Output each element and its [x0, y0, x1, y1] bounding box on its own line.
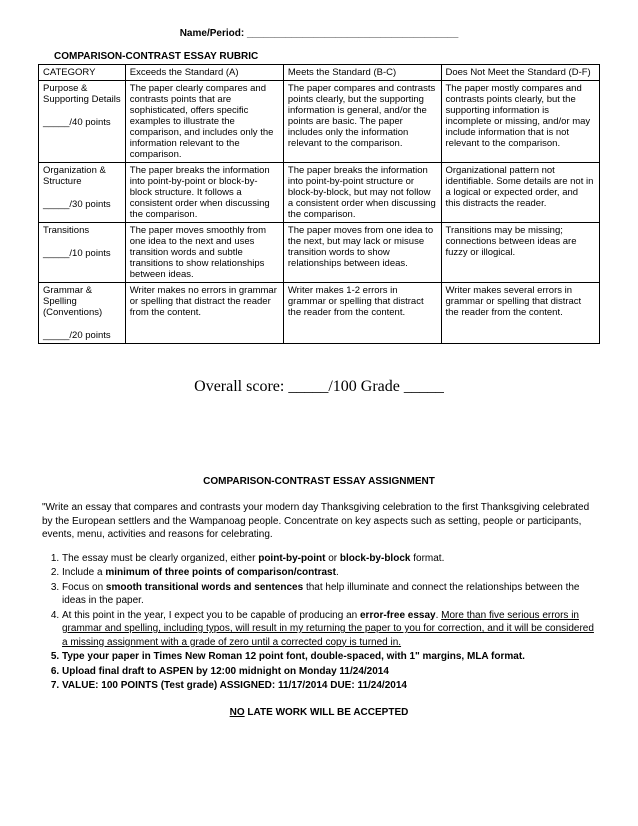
req-text: or	[325, 553, 339, 564]
col-category: CATEGORY	[39, 65, 126, 81]
row-not-meet: Transitions may be missing; connections …	[441, 223, 600, 283]
table-row: Purpose & Supporting Details _____/40 po…	[39, 81, 600, 163]
req-bold: smooth transitional words and sentences	[106, 582, 303, 593]
category-points: _____/40 points	[43, 117, 121, 128]
overall-score: Overall score: _____/100 Grade _____	[38, 378, 600, 396]
row-exceeds: The paper moves smoothly from one idea t…	[125, 223, 283, 283]
row-category: Transitions _____/10 points	[39, 223, 126, 283]
req-text: Focus on	[62, 582, 106, 593]
list-item: Include a minimum of three points of com…	[62, 566, 596, 580]
list-item: VALUE: 100 POINTS (Test grade) ASSIGNED:…	[62, 679, 596, 693]
name-period-line: Name/Period: ___________________________…	[38, 28, 600, 39]
row-not-meet: Writer makes several errors in grammar o…	[441, 283, 600, 344]
requirements-list: The essay must be clearly organized, eit…	[42, 552, 596, 693]
category-name: Purpose & Supporting Details	[43, 83, 121, 105]
no-late-work: NO LATE WORK WILL BE ACCEPTED	[38, 707, 600, 718]
req-text: .	[336, 567, 339, 578]
no-late-text: LATE WORK WILL BE ACCEPTED	[245, 707, 409, 718]
row-meets: Writer makes 1-2 errors in grammar or sp…	[283, 283, 441, 344]
req-text: format.	[410, 553, 444, 564]
row-exceeds: The paper breaks the information into po…	[125, 163, 283, 223]
category-points: _____/20 points	[43, 330, 121, 341]
list-item: Upload final draft to ASPEN by 12:00 mid…	[62, 665, 596, 679]
category-name: Transitions	[43, 225, 121, 236]
req-bold: error-free essay	[360, 610, 436, 621]
req-text: Include a	[62, 567, 105, 578]
table-row: Grammar & Spelling (Conventions) _____/2…	[39, 283, 600, 344]
row-meets: The paper compares and contrasts points …	[283, 81, 441, 163]
assignment-prompt: "Write an essay that compares and contra…	[42, 501, 596, 542]
category-points: _____/30 points	[43, 199, 121, 210]
list-item: Focus on smooth transitional words and s…	[62, 581, 596, 608]
list-item: At this point in the year, I expect you …	[62, 609, 596, 650]
req-text: The essay must be clearly organized, eit…	[62, 553, 258, 564]
table-header-row: CATEGORY Exceeds the Standard (A) Meets …	[39, 65, 600, 81]
no-late-underline: NO	[230, 707, 245, 718]
col-not-meet: Does Not Meet the Standard (D-F)	[441, 65, 600, 81]
list-item: Type your paper in Times New Roman 12 po…	[62, 650, 596, 664]
req-bold: minimum of three points of comparison/co…	[105, 567, 336, 578]
rubric-table: CATEGORY Exceeds the Standard (A) Meets …	[38, 64, 600, 344]
row-category: Organization & Structure _____/30 points	[39, 163, 126, 223]
col-meets: Meets the Standard (B-C)	[283, 65, 441, 81]
row-exceeds: Writer makes no errors in grammar or spe…	[125, 283, 283, 344]
list-item: The essay must be clearly organized, eit…	[62, 552, 596, 566]
table-row: Transitions _____/10 points The paper mo…	[39, 223, 600, 283]
req-text: At this point in the year, I expect you …	[62, 610, 360, 621]
category-name: Grammar & Spelling (Conventions)	[43, 285, 121, 318]
category-name: Organization & Structure	[43, 165, 121, 187]
row-category: Purpose & Supporting Details _____/40 po…	[39, 81, 126, 163]
row-meets: The paper moves from one idea to the nex…	[283, 223, 441, 283]
category-points: _____/10 points	[43, 248, 121, 259]
row-meets: The paper breaks the information into po…	[283, 163, 441, 223]
req-bold: point-by-point	[258, 553, 325, 564]
col-exceeds: Exceeds the Standard (A)	[125, 65, 283, 81]
req-bold: block-by-block	[340, 553, 411, 564]
row-not-meet: The paper mostly compares and contrasts …	[441, 81, 600, 163]
row-exceeds: The paper clearly compares and contrasts…	[125, 81, 283, 163]
table-row: Organization & Structure _____/30 points…	[39, 163, 600, 223]
assignment-title: COMPARISON-CONTRAST ESSAY ASSIGNMENT	[38, 476, 600, 487]
rubric-title: COMPARISON-CONTRAST ESSAY RUBRIC	[38, 51, 600, 62]
row-not-meet: Organizational pattern not identifiable.…	[441, 163, 600, 223]
row-category: Grammar & Spelling (Conventions) _____/2…	[39, 283, 126, 344]
